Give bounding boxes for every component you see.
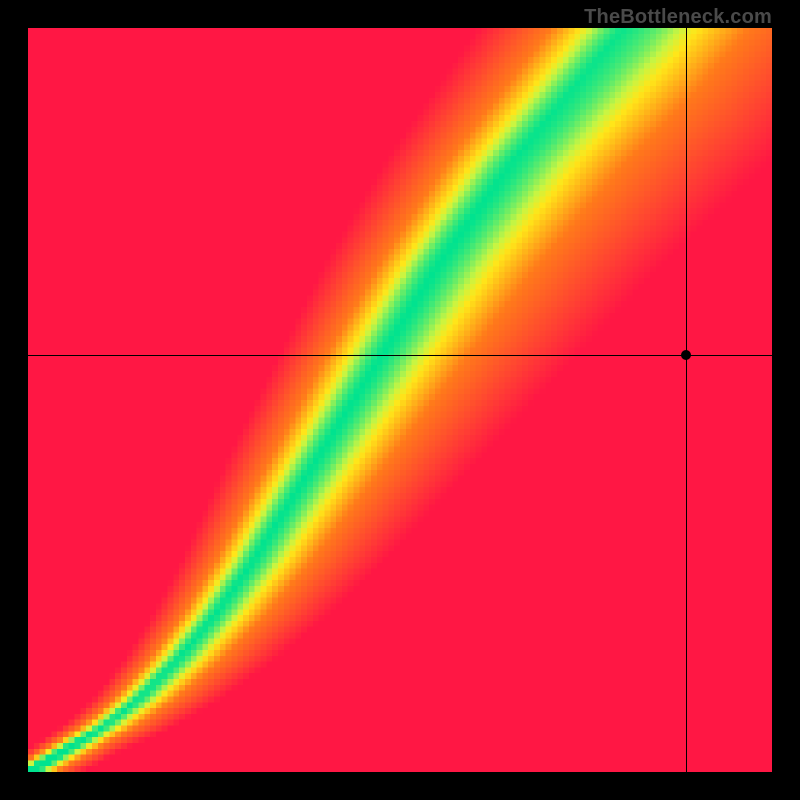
crosshair-marker-dot xyxy=(681,350,691,360)
heatmap-canvas xyxy=(28,28,772,772)
crosshair-vertical xyxy=(686,28,687,772)
crosshair-horizontal xyxy=(28,355,772,356)
plot-area xyxy=(28,28,772,772)
watermark-text: TheBottleneck.com xyxy=(584,6,772,29)
